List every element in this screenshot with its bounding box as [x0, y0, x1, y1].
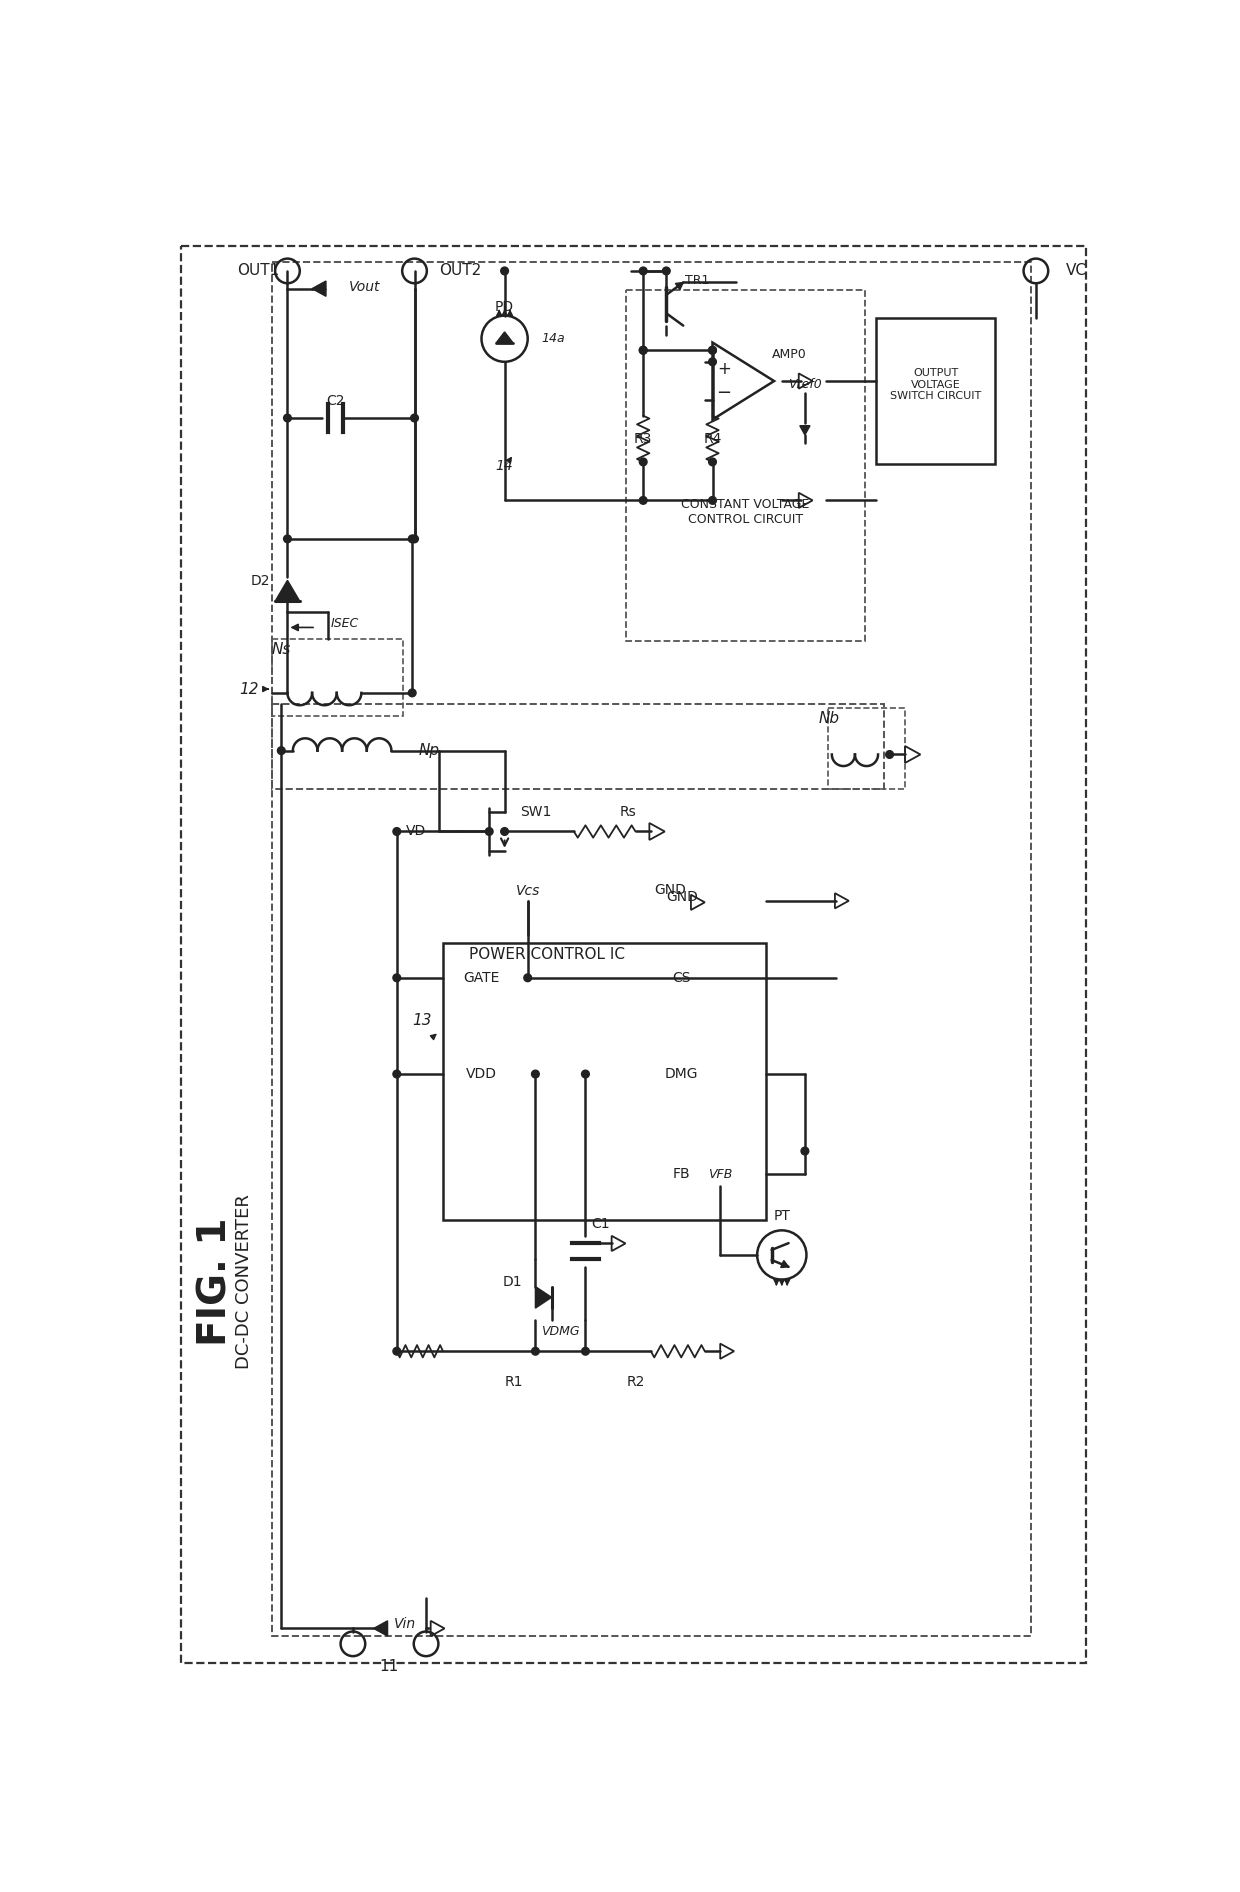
Text: OUT2: OUT2 — [440, 263, 482, 278]
Polygon shape — [800, 426, 810, 435]
Circle shape — [410, 414, 418, 422]
Text: AMP0: AMP0 — [773, 348, 807, 361]
Circle shape — [708, 496, 717, 505]
Text: VDMG: VDMG — [541, 1326, 579, 1338]
Circle shape — [485, 827, 494, 836]
Circle shape — [278, 747, 285, 755]
Circle shape — [523, 974, 532, 982]
Text: OUT1: OUT1 — [237, 263, 279, 278]
Bar — [272, 704, 884, 789]
Circle shape — [662, 267, 670, 274]
Text: PT: PT — [774, 1209, 790, 1224]
Circle shape — [408, 689, 417, 696]
Polygon shape — [536, 1287, 552, 1307]
Text: +: + — [717, 361, 732, 378]
Circle shape — [532, 1071, 539, 1078]
Polygon shape — [275, 581, 300, 602]
Circle shape — [640, 496, 647, 505]
Text: DMG: DMG — [665, 1067, 698, 1080]
Circle shape — [801, 1147, 808, 1154]
Text: D2: D2 — [250, 575, 270, 588]
Text: Rs: Rs — [620, 806, 636, 819]
Bar — [443, 942, 766, 1220]
Text: Vcs: Vcs — [516, 884, 539, 899]
Polygon shape — [373, 1621, 388, 1637]
Circle shape — [284, 535, 291, 543]
Text: C1: C1 — [591, 1217, 610, 1232]
Text: 14a: 14a — [542, 333, 565, 344]
Text: CS: CS — [672, 971, 691, 986]
Text: Vin: Vin — [393, 1618, 415, 1631]
Text: Ns: Ns — [272, 641, 291, 657]
Circle shape — [408, 535, 417, 543]
Circle shape — [708, 358, 717, 365]
Polygon shape — [676, 282, 683, 289]
Polygon shape — [781, 1260, 789, 1268]
Bar — [875, 318, 994, 464]
Circle shape — [640, 267, 647, 274]
Text: Vref0: Vref0 — [789, 378, 822, 392]
Text: FIG. 1: FIG. 1 — [197, 1218, 234, 1347]
Bar — [828, 708, 905, 789]
Circle shape — [640, 458, 647, 465]
Text: C2: C2 — [326, 394, 345, 409]
Circle shape — [640, 346, 647, 354]
Text: OUTPUT
VOLTAGE
SWITCH CIRCUIT: OUTPUT VOLTAGE SWITCH CIRCUIT — [890, 369, 981, 401]
Text: 11: 11 — [379, 1659, 399, 1674]
Text: Np: Np — [419, 744, 440, 759]
Polygon shape — [496, 331, 513, 342]
Text: GATE: GATE — [464, 971, 500, 986]
Text: ISEC: ISEC — [330, 617, 358, 630]
Text: SW1: SW1 — [520, 806, 551, 819]
Circle shape — [393, 827, 401, 836]
Circle shape — [393, 974, 401, 982]
Text: R3: R3 — [634, 431, 652, 447]
Circle shape — [708, 346, 717, 354]
Text: R4: R4 — [703, 431, 722, 447]
Text: −: − — [717, 384, 732, 401]
Text: 14: 14 — [496, 458, 513, 473]
Text: VDD: VDD — [466, 1067, 497, 1080]
Text: 12: 12 — [239, 681, 259, 696]
Circle shape — [410, 535, 418, 543]
Circle shape — [501, 827, 508, 836]
Bar — [272, 639, 403, 715]
Text: VC: VC — [1065, 263, 1086, 278]
Text: FB: FB — [673, 1167, 691, 1181]
Text: CONSTANT VOLTAGE
CONTROL CIRCUIT: CONSTANT VOLTAGE CONTROL CIRCUIT — [682, 498, 810, 526]
Text: POWER CONTROL IC: POWER CONTROL IC — [469, 948, 625, 963]
Circle shape — [393, 1347, 401, 1355]
Text: R1: R1 — [505, 1375, 523, 1389]
Circle shape — [708, 458, 717, 465]
Bar — [272, 261, 1030, 1637]
Circle shape — [708, 346, 717, 354]
Polygon shape — [312, 282, 326, 297]
Circle shape — [582, 1071, 589, 1078]
Text: D1: D1 — [502, 1275, 522, 1288]
Text: VFB: VFB — [708, 1167, 733, 1181]
Text: GND: GND — [666, 889, 698, 904]
Text: TR1: TR1 — [684, 274, 709, 288]
Text: GND: GND — [655, 884, 686, 897]
Circle shape — [393, 1071, 401, 1078]
Text: Nb: Nb — [820, 711, 839, 727]
Text: DC-DC CONVERTER: DC-DC CONVERTER — [236, 1194, 253, 1370]
Text: PD: PD — [495, 301, 515, 314]
Text: 13: 13 — [413, 1012, 432, 1027]
Circle shape — [284, 414, 291, 422]
Text: VD: VD — [405, 825, 427, 838]
Circle shape — [501, 267, 508, 274]
Bar — [626, 289, 866, 641]
Text: R2: R2 — [626, 1375, 645, 1389]
Circle shape — [582, 1347, 589, 1355]
Text: Vout: Vout — [348, 280, 381, 293]
Circle shape — [640, 346, 647, 354]
Circle shape — [885, 751, 894, 759]
Circle shape — [532, 1347, 539, 1355]
